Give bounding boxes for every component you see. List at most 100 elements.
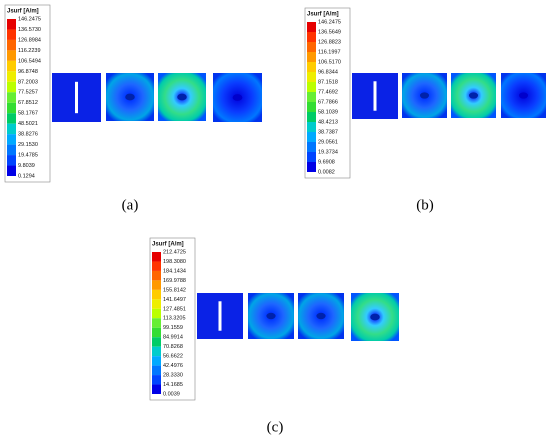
slot bbox=[75, 81, 78, 114]
color-swatch bbox=[7, 113, 16, 124]
color-swatch bbox=[152, 308, 161, 319]
color-swatch bbox=[307, 72, 316, 82]
legend-label: 14.1685 bbox=[163, 382, 183, 388]
legend-label: 116.2239 bbox=[18, 48, 41, 54]
legend-label: 113.3205 bbox=[163, 316, 186, 322]
color-swatch bbox=[7, 50, 16, 61]
color-swatch bbox=[307, 22, 316, 32]
legend-label: 77.5257 bbox=[18, 90, 38, 96]
color-swatch bbox=[7, 123, 16, 135]
color-swatch bbox=[307, 92, 316, 102]
color-swatch bbox=[7, 71, 16, 82]
legend-label: 146.2475 bbox=[18, 16, 41, 22]
legend-label: 136.5730 bbox=[18, 27, 41, 33]
legend-label: 38.7387 bbox=[318, 129, 338, 135]
legend-label: 70.8268 bbox=[163, 344, 183, 350]
color-swatch bbox=[7, 102, 16, 114]
legend-label: 67.7866 bbox=[318, 99, 338, 105]
legend-label: 116.1997 bbox=[318, 49, 341, 55]
legend-label: 126.8984 bbox=[18, 37, 41, 43]
legend-title: Jsurf [A/m] bbox=[307, 12, 339, 18]
color-swatch bbox=[152, 318, 161, 328]
legend-label: 29.1530 bbox=[18, 142, 38, 148]
legend-label: 106.5170 bbox=[318, 59, 341, 65]
caption: (a) bbox=[122, 197, 139, 213]
color-swatch bbox=[7, 144, 16, 156]
caption: (b) bbox=[416, 197, 434, 213]
legend-label: 99.1559 bbox=[163, 325, 183, 331]
legend-label: 38.8276 bbox=[18, 132, 38, 138]
legend-title: Jsurf [A/m] bbox=[152, 242, 184, 248]
legend-label: 106.5494 bbox=[18, 58, 41, 64]
color-swatch bbox=[152, 365, 161, 376]
color-swatch bbox=[152, 375, 161, 385]
legend-label: 67.8512 bbox=[18, 100, 38, 106]
legend-label: 126.8823 bbox=[318, 39, 341, 45]
hole bbox=[177, 93, 187, 101]
color-swatch bbox=[307, 102, 316, 112]
color-swatch bbox=[307, 42, 316, 52]
color-swatch bbox=[152, 252, 161, 262]
legend-label: 96.8748 bbox=[18, 69, 38, 75]
color-swatch bbox=[307, 122, 316, 132]
legend-label: 169.9788 bbox=[163, 278, 186, 284]
legend-label: 96.8344 bbox=[318, 69, 338, 75]
legend-label: 28.3330 bbox=[163, 373, 183, 379]
color-swatch bbox=[307, 32, 316, 42]
legend-label: 48.4213 bbox=[318, 119, 338, 125]
hole bbox=[519, 92, 528, 99]
color-swatch bbox=[152, 346, 161, 357]
legend-label: 56.6622 bbox=[163, 354, 183, 360]
color-swatch bbox=[307, 142, 316, 152]
color-swatch bbox=[7, 19, 16, 30]
legend-label: 146.2475 bbox=[318, 19, 341, 25]
legend-label: 19.4785 bbox=[18, 153, 38, 159]
legend-title: Jsurf [A/m] bbox=[7, 9, 39, 15]
legend-label: 42.4976 bbox=[163, 363, 183, 369]
hole bbox=[316, 312, 326, 320]
hole bbox=[420, 92, 429, 99]
hole bbox=[266, 312, 276, 320]
legend-label: 58.1767 bbox=[18, 111, 38, 117]
legend-label: 141.6497 bbox=[163, 297, 186, 303]
legend-label: 0.1294 bbox=[18, 173, 35, 179]
color-swatch bbox=[307, 52, 316, 62]
legend-label: 0.0039 bbox=[163, 391, 180, 397]
hole bbox=[232, 94, 243, 101]
legend-label: 127.4851 bbox=[163, 306, 186, 312]
color-swatch bbox=[307, 162, 316, 172]
color-swatch bbox=[7, 39, 16, 51]
color-swatch bbox=[7, 29, 16, 40]
legend-label: 0.0082 bbox=[318, 169, 335, 175]
color-swatch bbox=[152, 289, 161, 300]
legend-label: 19.3734 bbox=[318, 149, 338, 155]
caption: (c) bbox=[267, 419, 284, 435]
color-swatch bbox=[307, 132, 316, 142]
color-swatch bbox=[7, 92, 16, 103]
color-swatch bbox=[152, 261, 161, 271]
color-swatch bbox=[7, 155, 16, 166]
color-swatch bbox=[307, 152, 316, 162]
color-swatch bbox=[152, 356, 161, 366]
hole bbox=[370, 313, 380, 321]
legend-label: 84.9914 bbox=[163, 335, 183, 341]
slot bbox=[218, 301, 222, 331]
legend-label: 155.8142 bbox=[163, 287, 186, 293]
legend-label: 212.4725 bbox=[163, 249, 186, 255]
color-swatch bbox=[307, 82, 316, 92]
color-swatch bbox=[152, 299, 161, 309]
color-swatch bbox=[152, 270, 161, 281]
color-swatch bbox=[7, 81, 16, 93]
legend-label: 87.1518 bbox=[318, 79, 338, 85]
legend-label: 136.5649 bbox=[318, 29, 341, 35]
color-swatch bbox=[152, 337, 161, 347]
color-swatch bbox=[7, 165, 16, 176]
hole bbox=[469, 92, 478, 99]
color-swatch bbox=[152, 327, 161, 338]
legend-label: 198.3080 bbox=[163, 259, 186, 265]
legend-label: 29.0561 bbox=[318, 139, 338, 145]
color-swatch bbox=[152, 384, 161, 394]
legend-label: 77.4692 bbox=[318, 89, 338, 95]
color-swatch bbox=[152, 280, 161, 290]
